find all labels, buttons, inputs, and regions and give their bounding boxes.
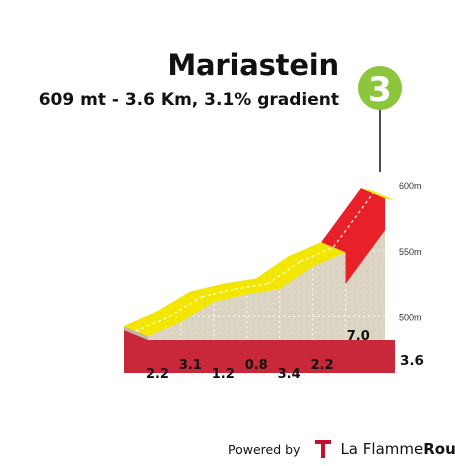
- km-marker-label: 1.0: [198, 388, 222, 404]
- terrain-side-face: [124, 326, 148, 340]
- km-marker-label: 2.0: [264, 388, 288, 404]
- distance-base-strip: [124, 330, 395, 373]
- flame-rouge-logo-icon: [315, 440, 332, 458]
- elevation-tick-label: 550m: [399, 247, 422, 257]
- powered-by-label: Powered by: [228, 441, 301, 457]
- terrain-face: [148, 198, 385, 340]
- steep-segment-wall: [345, 198, 385, 285]
- segment-gradient-label: 1.2: [212, 367, 235, 382]
- profile-center-dash: [267, 261, 301, 285]
- segment-gradient-label: 3.1: [179, 358, 202, 373]
- km-marker-label: 2.5: [297, 388, 321, 404]
- segment-gradient-label: 3.4: [278, 367, 301, 382]
- elevation-tick-label: 500m: [399, 312, 422, 322]
- profile-center-dash: [333, 192, 374, 248]
- climb-title: Mariastein: [167, 48, 339, 82]
- total-distance-label: 3.6: [400, 353, 424, 369]
- elevation-profile-chart: 500m 550m 600m 2.2 3.1 1.2 0.8 3.4 2.2 7.0 0.5 1.0…: [123, 66, 424, 404]
- segment-gradient-label: 2.2: [146, 367, 169, 382]
- brand-name-part1: La Flamme: [340, 440, 424, 458]
- brand-name-part2: Rouge: [423, 440, 455, 458]
- profile-center-dash: [168, 296, 203, 318]
- km-marker-label: 3.0: [330, 388, 354, 404]
- climb-number: 3: [368, 70, 392, 110]
- segment-gradient-label: 0.8: [245, 358, 268, 373]
- km-marker-label: 0.5: [165, 388, 189, 404]
- summit-cap: [361, 188, 395, 201]
- km-marker-label: 1.5: [231, 388, 255, 404]
- elevation-tick-label: 600m: [399, 181, 422, 191]
- footer: Powered by La FlammeRouge: [228, 439, 455, 459]
- climb-number-badge: [358, 66, 402, 110]
- segment-gradient-label: 7.0: [347, 329, 370, 344]
- segment-gradient-label: 2.2: [311, 358, 334, 373]
- climb-subtitle: 609 mt - 3.6 Km, 3.1% gradient: [38, 90, 339, 110]
